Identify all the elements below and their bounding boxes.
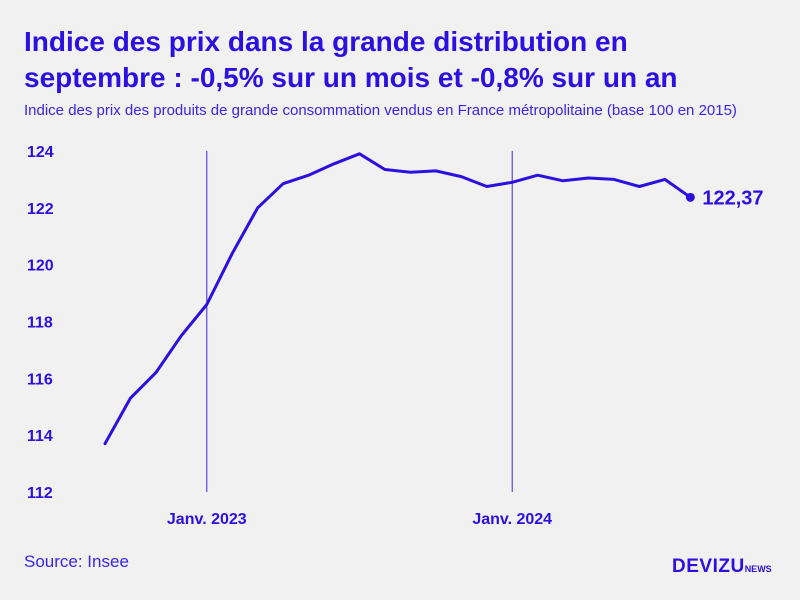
y-tick-label: 118 xyxy=(27,315,53,332)
y-tick-label: 114 xyxy=(27,428,53,445)
x-tick-label: Janv. 2023 xyxy=(167,511,247,528)
y-axis-ticks: 124 122 120 118 116 114 112 xyxy=(27,144,54,502)
chart-subtitle: Indice des prix des produits de grande c… xyxy=(24,102,737,119)
end-point-marker xyxy=(685,192,695,202)
x-tick-label: Janv. 2024 xyxy=(472,511,552,528)
vertical-markers: Janv. 2023 Janv. 2024 xyxy=(167,151,552,528)
end-value-label: 122,37 xyxy=(702,187,763,209)
y-tick-label: 124 xyxy=(27,144,54,161)
series-group: 122,37 xyxy=(103,152,764,446)
y-tick-label: 120 xyxy=(27,258,54,275)
logo-suffix: NEWS xyxy=(744,564,772,574)
series-line xyxy=(103,152,692,446)
brand-logo: DEVIZUNEWS xyxy=(672,556,772,578)
y-tick-label: 112 xyxy=(27,485,53,502)
source-note: Source: Insee xyxy=(24,552,129,571)
logo-main: DEVIZU xyxy=(672,556,745,577)
y-tick-label: 116 xyxy=(27,371,53,388)
y-tick-label: 122 xyxy=(27,201,54,218)
chart-title: Indice des prix dans la grande distribut… xyxy=(24,26,678,93)
